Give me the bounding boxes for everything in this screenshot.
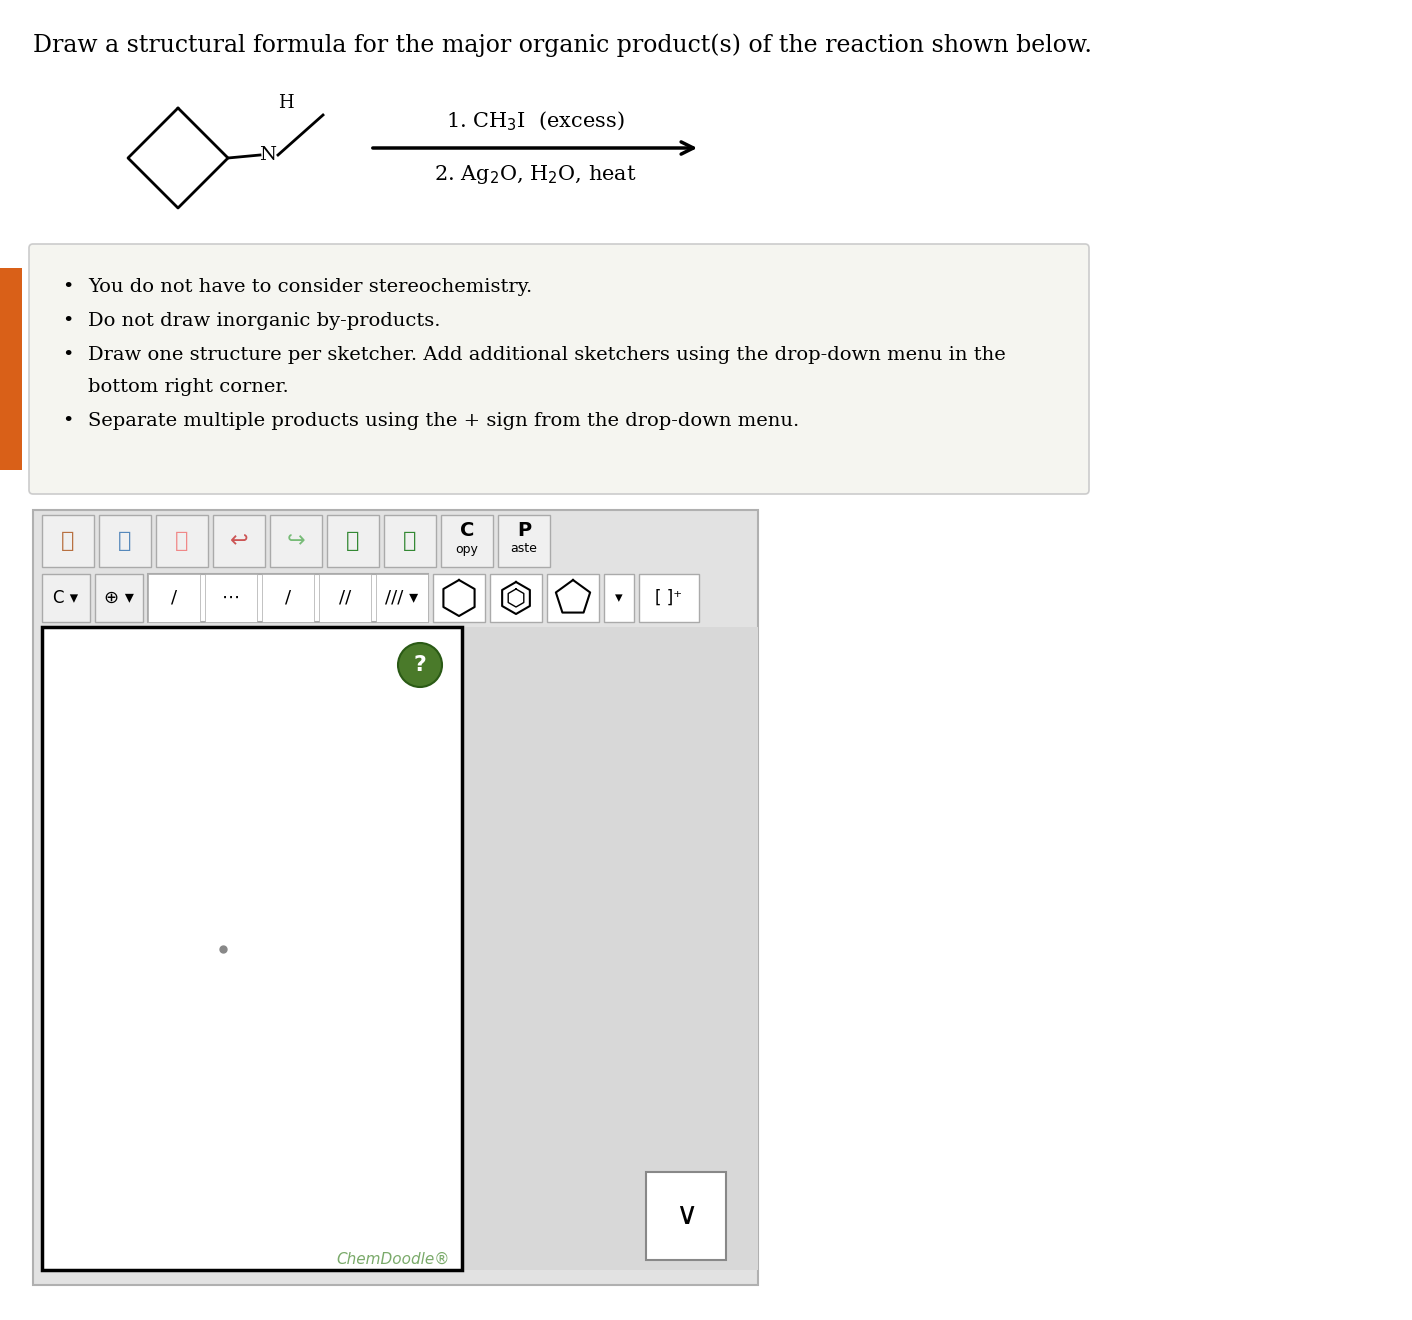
- Bar: [462, 627, 758, 1270]
- Bar: [148, 574, 201, 622]
- Text: •: •: [62, 312, 73, 330]
- Text: 1. CH$_3$I  (excess): 1. CH$_3$I (excess): [446, 110, 624, 133]
- Text: P: P: [517, 521, 531, 540]
- Text: 🧪: 🧪: [119, 531, 131, 550]
- Text: 🔍: 🔍: [404, 531, 417, 550]
- Bar: [319, 574, 371, 622]
- Text: bottom right corner.: bottom right corner.: [88, 378, 288, 396]
- Bar: [490, 574, 542, 622]
- Bar: [376, 574, 428, 622]
- Bar: [604, 574, 634, 622]
- Text: aste: aste: [511, 543, 538, 556]
- Text: N: N: [260, 147, 277, 164]
- Text: C: C: [460, 521, 474, 540]
- Bar: [42, 515, 95, 568]
- FancyBboxPatch shape: [30, 244, 1089, 494]
- Bar: [433, 574, 484, 622]
- Bar: [148, 574, 428, 622]
- Bar: [384, 515, 436, 568]
- Bar: [42, 627, 462, 1270]
- Text: 2. Ag$_2$O, H$_2$O, heat: 2. Ag$_2$O, H$_2$O, heat: [433, 162, 637, 186]
- Text: ⊕ ▾: ⊕ ▾: [104, 589, 134, 607]
- Bar: [205, 574, 257, 622]
- Bar: [498, 515, 551, 568]
- Bar: [270, 515, 322, 568]
- Text: /: /: [285, 589, 291, 607]
- Text: [ ]⁺: [ ]⁺: [655, 589, 682, 607]
- Text: ↩: ↩: [230, 531, 249, 550]
- Text: ↪: ↪: [287, 531, 305, 550]
- Bar: [441, 515, 493, 568]
- Text: ChemDoodle®: ChemDoodle®: [336, 1251, 450, 1267]
- Bar: [155, 515, 208, 568]
- Bar: [647, 1172, 726, 1261]
- Text: Do not draw inorganic by-products.: Do not draw inorganic by-products.: [88, 312, 441, 330]
- Text: H: H: [278, 94, 294, 112]
- Text: ?: ?: [414, 655, 426, 675]
- Text: /: /: [171, 589, 176, 607]
- Text: opy: opy: [456, 543, 479, 556]
- Text: •: •: [62, 412, 73, 430]
- Text: ▾: ▾: [616, 590, 623, 606]
- Text: ∨: ∨: [675, 1201, 698, 1230]
- Bar: [328, 515, 378, 568]
- Bar: [99, 515, 151, 568]
- Circle shape: [398, 643, 442, 686]
- Bar: [640, 574, 699, 622]
- Text: Draw one structure per sketcher. Add additional sketchers using the drop-down me: Draw one structure per sketcher. Add add…: [88, 346, 1005, 364]
- Text: ⋯: ⋯: [222, 589, 240, 607]
- Text: Separate multiple products using the + sign from the drop-down menu.: Separate multiple products using the + s…: [88, 412, 799, 430]
- Bar: [263, 574, 313, 622]
- Text: You do not have to consider stereochemistry.: You do not have to consider stereochemis…: [88, 279, 532, 296]
- Text: 📔: 📔: [175, 531, 189, 550]
- Text: C ▾: C ▾: [54, 589, 79, 607]
- Bar: [0, 268, 23, 470]
- Text: 🤚: 🤚: [61, 531, 75, 550]
- Text: •: •: [62, 279, 73, 296]
- Bar: [213, 515, 265, 568]
- Text: •: •: [62, 346, 73, 364]
- Text: Draw a structural formula for the major organic product(s) of the reaction shown: Draw a structural formula for the major …: [32, 33, 1091, 57]
- Text: //: //: [339, 589, 352, 607]
- Text: 🔍: 🔍: [346, 531, 360, 550]
- Bar: [95, 574, 143, 622]
- Bar: [32, 510, 758, 1284]
- Bar: [546, 574, 599, 622]
- Bar: [42, 574, 90, 622]
- Text: /// ▾: /// ▾: [385, 589, 418, 607]
